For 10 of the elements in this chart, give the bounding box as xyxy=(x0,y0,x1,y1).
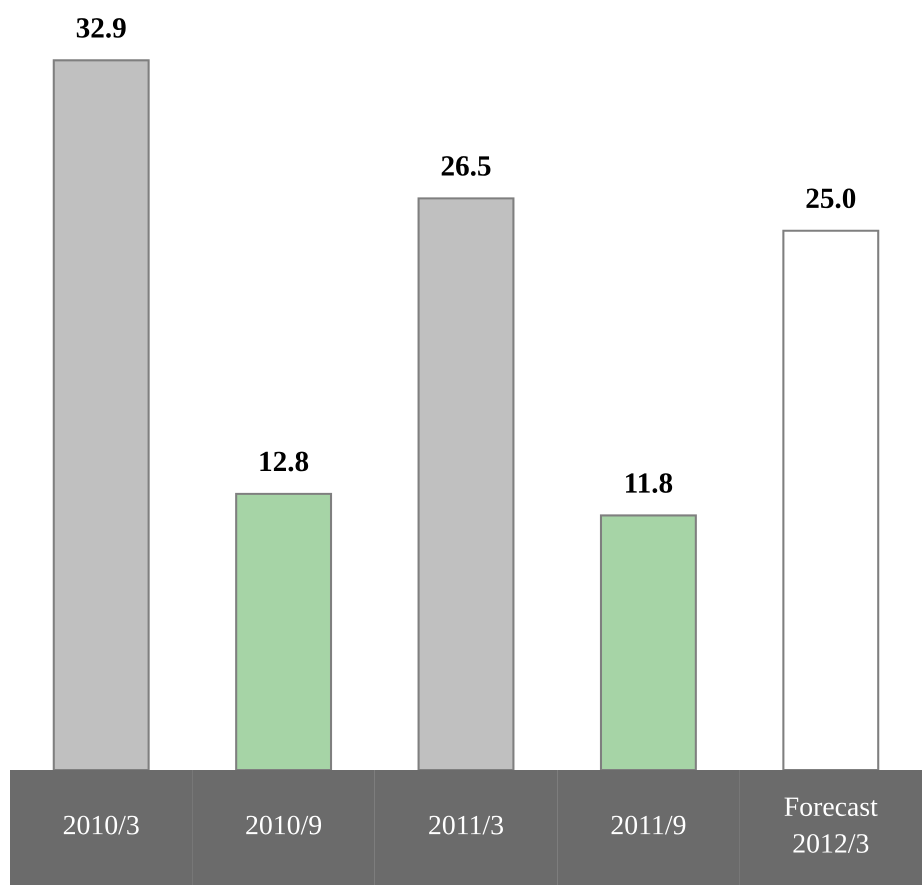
data-label: 11.8 xyxy=(626,473,672,493)
data-label: 26.5 xyxy=(442,156,490,176)
data-label: 25.0 xyxy=(806,188,856,208)
x-tick-label: 2011/3 xyxy=(429,816,503,834)
x-tick-label: Forecast 2012/3 xyxy=(784,798,878,853)
data-label: 12.8 xyxy=(260,452,308,472)
x-tick-label: 2010/3 xyxy=(64,816,139,834)
x-tick-label: 2011/9 xyxy=(612,816,686,834)
data-label: 32.9 xyxy=(76,18,126,38)
x-tick-label: 2010/9 xyxy=(246,816,322,834)
